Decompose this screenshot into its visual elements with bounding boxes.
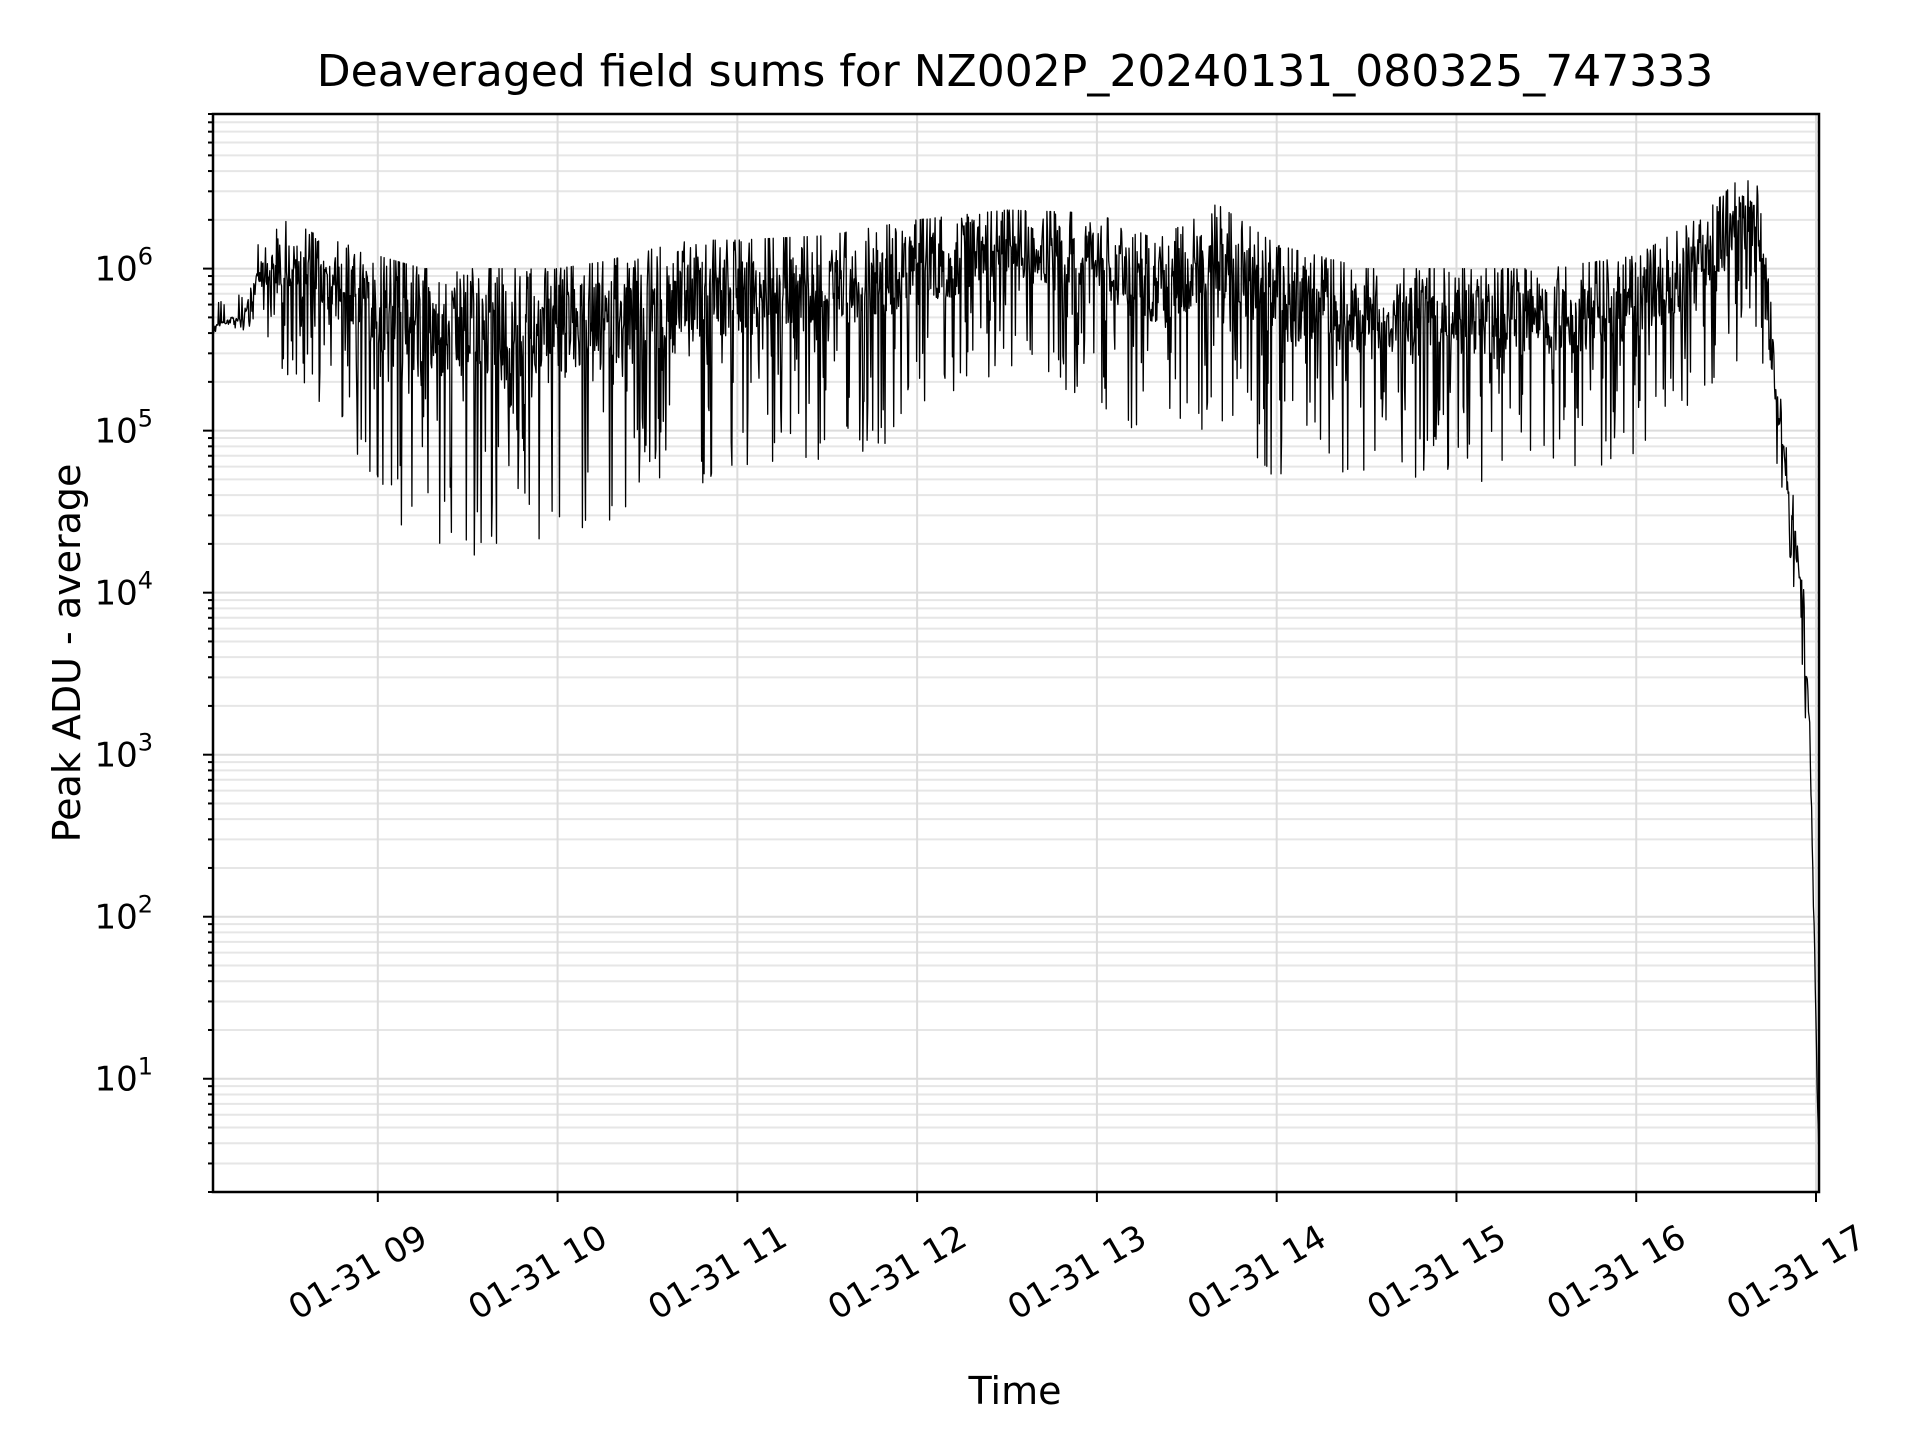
series-line-0 [212,180,1820,1164]
y-tick-label: 101 [94,1053,153,1100]
y-tick-label: 106 [94,243,153,290]
x-axis-label: Time [968,1369,1062,1413]
y-axis-label: Peak ADU - average [45,464,89,843]
x-tick-label: 01-31 16 [1540,1217,1692,1328]
x-tick-label: 01-31 10 [462,1217,614,1328]
x-tick-label: 01-31 14 [1181,1217,1333,1328]
plot-frame [211,112,1821,1194]
y-tick-label: 103 [94,729,153,776]
x-tick-label: 01-31 17 [1720,1217,1872,1328]
y-tick-label: 105 [94,405,153,452]
y-tick-label: 104 [94,567,153,614]
x-tick-label: 01-31 09 [282,1217,434,1328]
y-tick-label: 102 [94,891,153,938]
y-axis: 101 102 103 104 105 106 [94,113,213,1193]
x-tick-label: 01-31 15 [1361,1217,1513,1328]
x-tick-label: 01-31 13 [1001,1217,1153,1328]
chart-title: Deaveraged field sums for NZ002P_2024013… [317,46,1713,97]
x-axis: 01-31 09 01-31 10 01-31 11 01-31 12 01-31 13… [282,1192,1873,1328]
x-tick-label: 01-31 12 [821,1217,973,1328]
x-tick-label: 01-31 11 [641,1217,793,1328]
series-layer [212,180,1820,1164]
